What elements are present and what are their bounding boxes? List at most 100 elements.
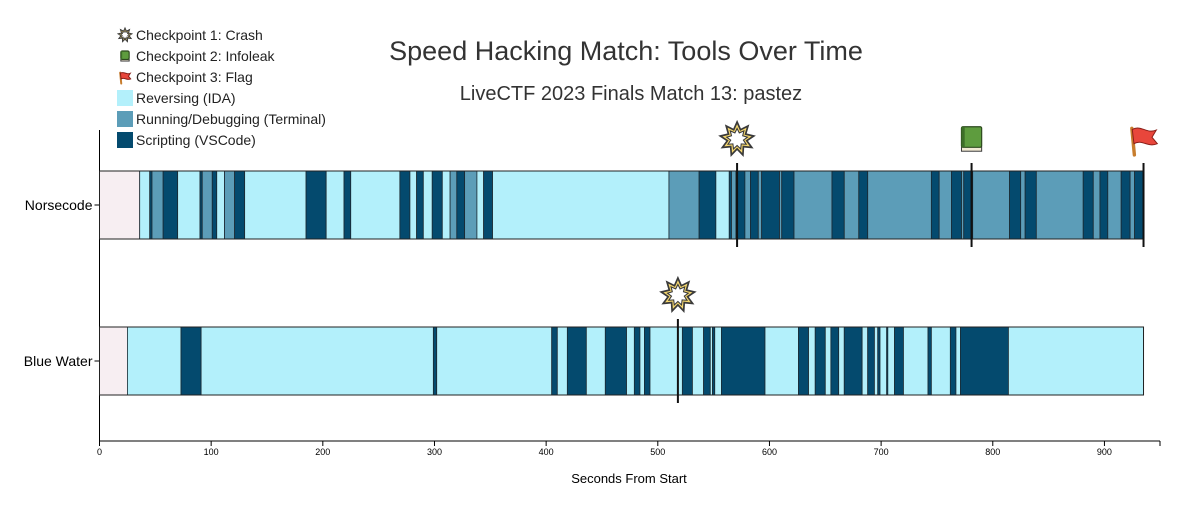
checkpoint-infoleak (960, 126, 983, 247)
x-tick-label: 600 (762, 447, 777, 457)
legend-label: Checkpoint 1: Crash (136, 27, 263, 43)
x-tick-label: 900 (1097, 447, 1112, 457)
timeline-segment (744, 170, 751, 240)
timeline-segment (757, 170, 763, 240)
timeline-segment (325, 170, 345, 240)
timeline-segment (793, 170, 833, 240)
x-axis-label: Seconds From Start (571, 471, 687, 486)
legend-swatch (117, 132, 133, 148)
legend-label: Running/Debugging (Terminal) (136, 111, 326, 127)
timeline-segment (436, 326, 553, 396)
timeline-segment (703, 326, 711, 396)
timeline-segment (162, 170, 179, 240)
timeline-segment (177, 170, 201, 240)
timeline-segment (843, 170, 860, 240)
timeline-segment (714, 326, 722, 396)
timeline-segment (955, 326, 961, 396)
x-tick-label: 300 (427, 447, 442, 457)
timeline-segment (1008, 326, 1144, 396)
legend-item-R: Reversing (IDA) (117, 90, 236, 106)
timeline-segment (431, 170, 443, 240)
checkpoint-crash (718, 119, 756, 247)
checkpoint-flag (1130, 126, 1159, 247)
timeline-segment (483, 170, 493, 240)
timeline-segment (927, 326, 932, 396)
legend-label: Scripting (VSCode) (136, 132, 256, 148)
timeline-segment (305, 170, 327, 240)
timeline-segment (644, 326, 651, 396)
timeline-segment (449, 170, 458, 240)
x-tick-label: 400 (539, 447, 554, 457)
x-tick-label: 200 (315, 447, 330, 457)
timeline-segment (879, 326, 888, 396)
timeline-segment (814, 326, 826, 396)
timeline-segment (422, 170, 433, 240)
timeline-row: Blue Water (24, 275, 1145, 403)
timeline-segment (781, 170, 795, 240)
legend-item-T: Running/Debugging (Terminal) (117, 111, 326, 127)
timeline-segment (764, 326, 799, 396)
timeline-segment (551, 326, 558, 396)
timeline-segment (750, 170, 759, 240)
timeline-segment (180, 326, 202, 396)
crash-icon (718, 119, 756, 158)
timeline-segment (1129, 170, 1135, 240)
x-tick-label: 500 (650, 447, 665, 457)
timeline-segment (409, 170, 418, 240)
timeline-segment (350, 170, 401, 240)
checkpoint-crash (659, 275, 697, 403)
timeline-segment (99, 170, 141, 240)
timeline-segment (867, 170, 932, 240)
x-tick-label: 700 (874, 447, 889, 457)
timeline-segment (200, 326, 434, 396)
timeline-segment (887, 326, 895, 396)
timeline-segment (894, 326, 904, 396)
timeline-segment (343, 170, 352, 240)
timeline-segment (432, 326, 438, 396)
timeline-segment (715, 170, 730, 240)
timeline-segment (930, 170, 940, 240)
x-tick-label: 0 (97, 447, 102, 457)
timeline-segment (1035, 170, 1084, 240)
timeline-segment (843, 326, 863, 396)
timeline-segment (874, 326, 879, 396)
timeline-segment (1099, 170, 1109, 240)
timeline-segment (838, 326, 845, 396)
timeline-segment (99, 326, 128, 396)
timeline-segment (216, 170, 225, 240)
timeline-segment (464, 170, 478, 240)
timeline-segment (211, 170, 218, 240)
timeline-segment (903, 326, 929, 396)
timeline-segment (416, 170, 424, 240)
timeline-segment (731, 170, 737, 240)
legend-item-S: Scripting (VSCode) (117, 132, 256, 148)
book-icon (960, 126, 983, 152)
timeline-segment (1120, 170, 1131, 240)
legend-swatch (117, 90, 133, 106)
timeline-segment (721, 326, 766, 396)
crash-icon (659, 275, 697, 314)
legend-swatch (117, 111, 133, 127)
x-tick-label: 100 (204, 447, 219, 457)
legend-label: Checkpoint 2: Infoleak (136, 48, 276, 64)
chart-title: Speed Hacking Match: Tools Over Time (389, 36, 863, 66)
timeline-segment (830, 326, 840, 396)
row-label: Blue Water (24, 353, 93, 369)
flag-icon (119, 71, 132, 85)
timeline-segment (692, 326, 704, 396)
timeline-segment (1024, 170, 1037, 240)
timeline-segment (1082, 170, 1094, 240)
timeline-segment (972, 170, 1010, 240)
timeline-segment (681, 326, 693, 396)
timeline-segment (668, 170, 700, 240)
legend-label: Reversing (IDA) (136, 90, 236, 106)
timeline-segment (1107, 170, 1122, 240)
timeline-segment (831, 170, 845, 240)
timeline-segment (244, 170, 307, 240)
flag-icon (1130, 126, 1159, 157)
timeline-segment (224, 170, 236, 240)
row-label: Norsecode (25, 197, 93, 213)
timeline-segment (861, 326, 869, 396)
timeline-segment (930, 326, 951, 396)
